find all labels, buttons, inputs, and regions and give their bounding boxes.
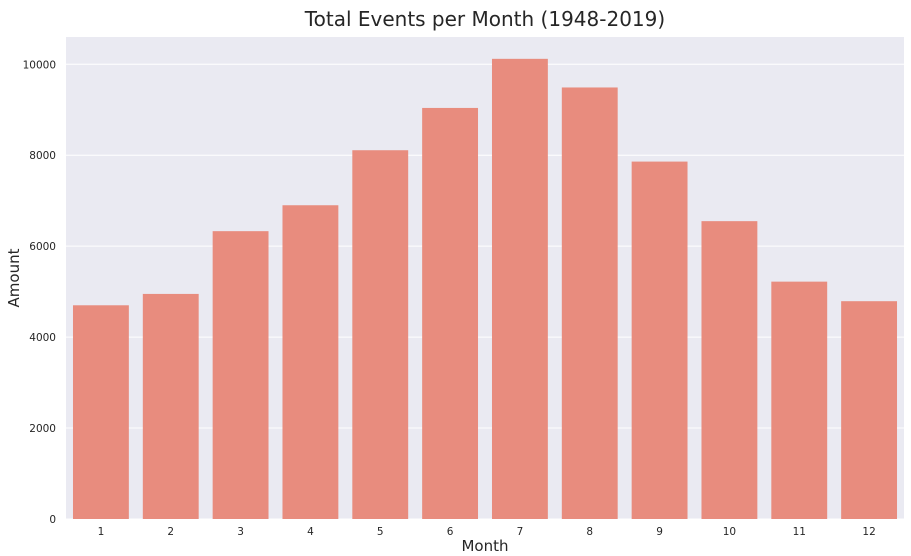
x-tick-label: 4 (307, 526, 314, 538)
y-axis-label: Amount (5, 248, 23, 307)
y-tick-label: 8000 (29, 150, 56, 162)
x-tick-label: 9 (656, 526, 663, 538)
y-tick-label: 10000 (23, 59, 56, 71)
x-tick-label: 2 (167, 526, 174, 538)
bars (72, 58, 898, 520)
bar-month-9 (631, 161, 688, 519)
bar-month-2 (142, 293, 199, 519)
y-tick-label: 6000 (29, 241, 56, 253)
bar-month-3 (212, 231, 269, 519)
bar-month-8 (561, 87, 618, 520)
x-tick-label: 6 (447, 526, 454, 538)
bar-month-6 (422, 107, 479, 519)
x-axis-ticks: 1 2 3 4 5 6 7 8 9 10 11 12 (98, 526, 876, 538)
bar-month-11 (771, 281, 828, 519)
x-tick-label: 12 (862, 526, 875, 538)
x-tick-label: 8 (586, 526, 593, 538)
y-axis-ticks: 0 2000 4000 6000 8000 10000 (23, 59, 56, 526)
bar-month-7 (491, 58, 548, 519)
plot-area (66, 37, 904, 519)
x-tick-label: 10 (723, 526, 736, 538)
x-tick-label: 3 (237, 526, 244, 538)
bar-month-4 (282, 205, 339, 519)
y-tick-label: 2000 (29, 423, 56, 435)
bar-month-12 (841, 301, 898, 519)
bar-month-1 (72, 305, 129, 519)
x-tick-label: 5 (377, 526, 384, 538)
y-tick-label: 0 (49, 514, 56, 526)
x-axis-label: Month (461, 537, 508, 555)
x-tick-label: 11 (793, 526, 806, 538)
chart-title: Total Events per Month (1948-2019) (304, 7, 665, 31)
gridlines (66, 63, 904, 520)
x-tick-label: 7 (517, 526, 524, 538)
y-tick-label: 4000 (29, 332, 56, 344)
x-tick-label: 1 (98, 526, 105, 538)
bar-month-10 (701, 221, 758, 519)
bar-month-5 (352, 150, 409, 519)
